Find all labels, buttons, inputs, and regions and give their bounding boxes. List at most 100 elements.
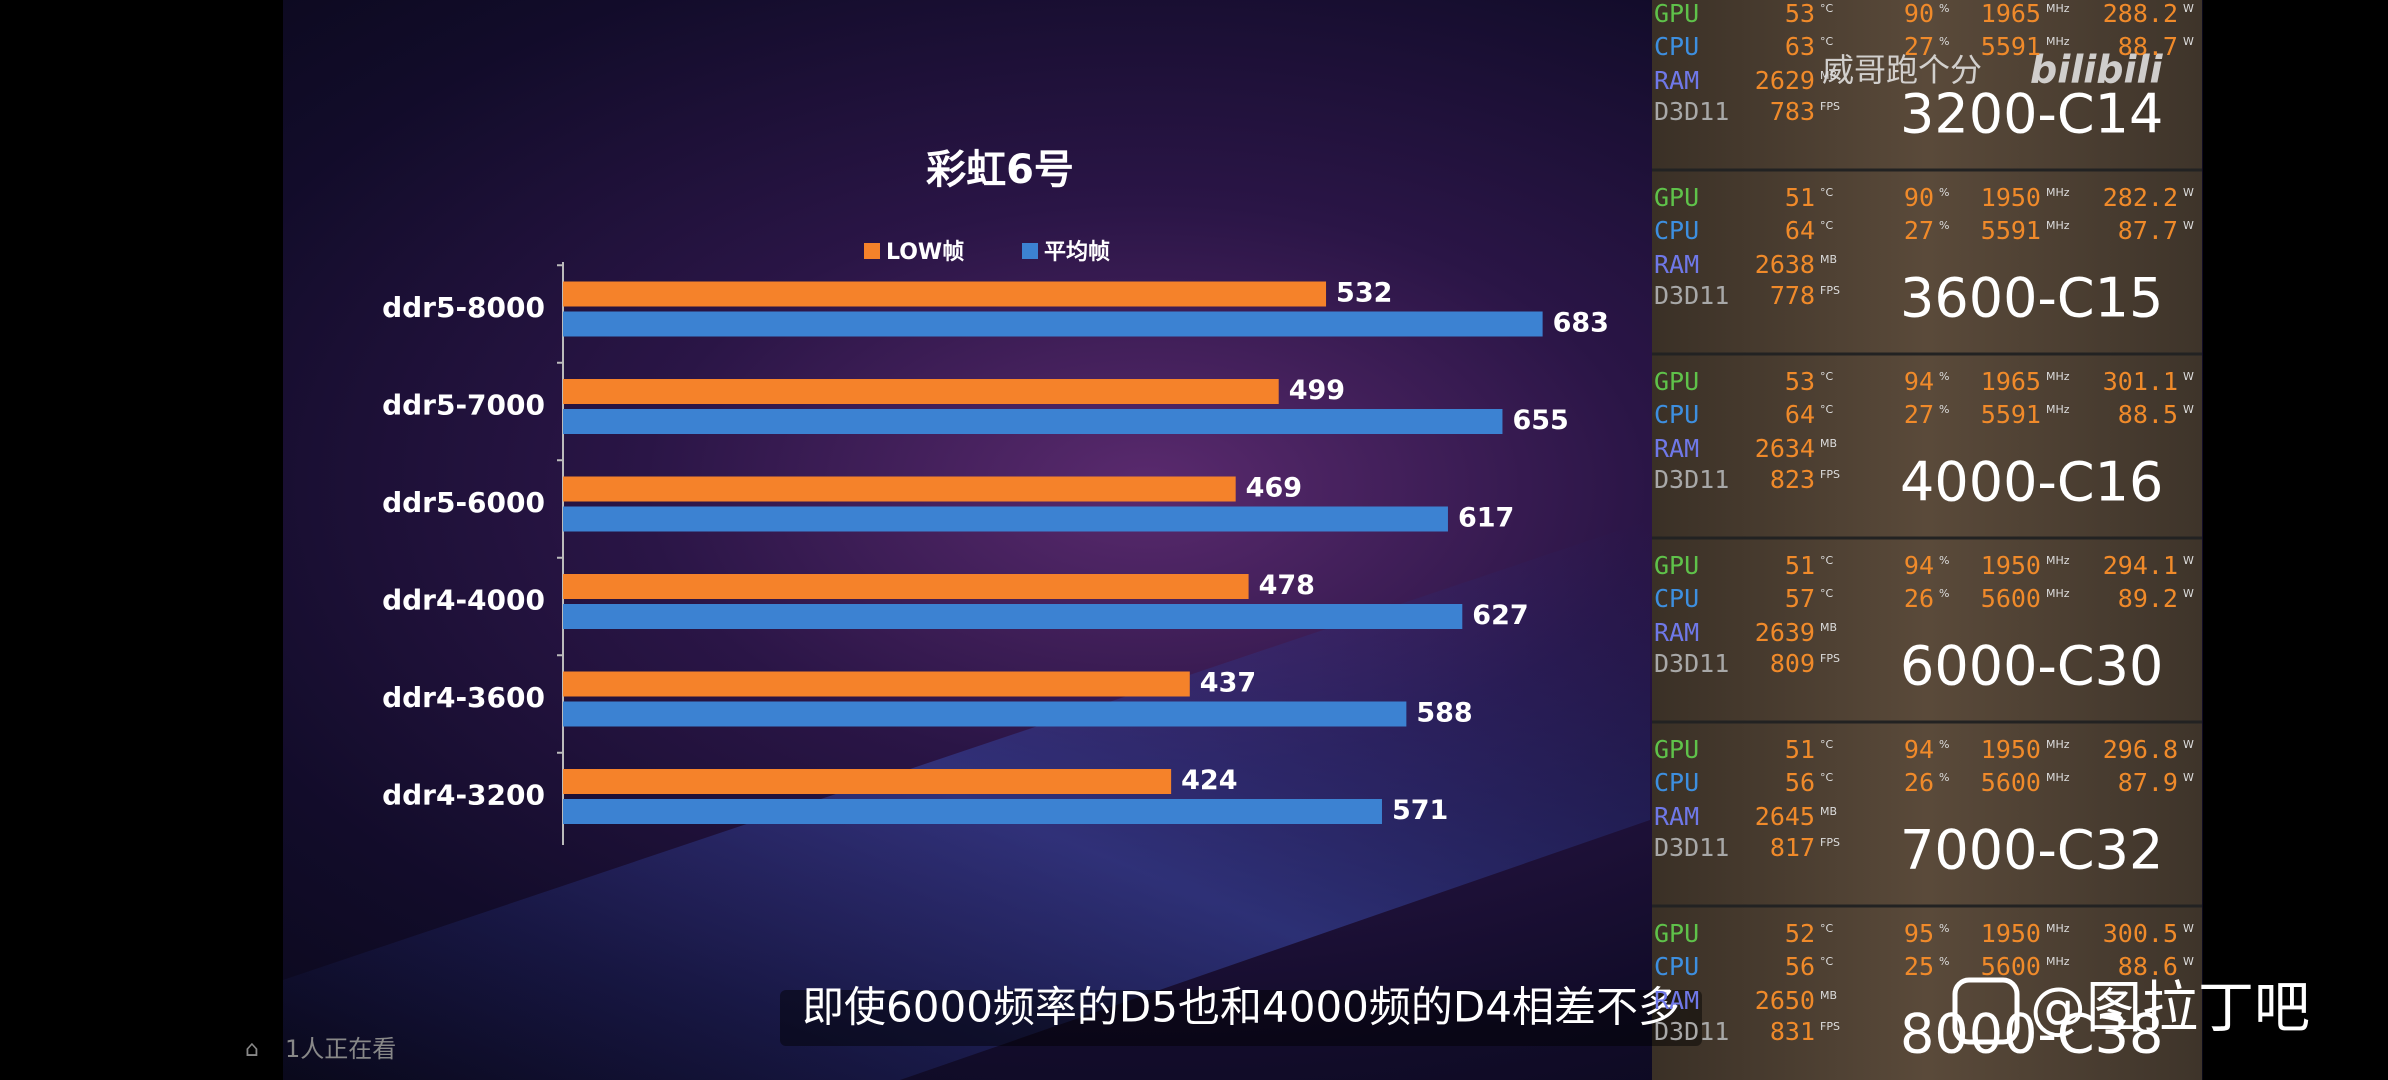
hud-value: 2645 (1755, 802, 1815, 831)
hud-unit: MHz (2046, 186, 2070, 199)
hud-value: 27 (1904, 216, 1934, 245)
overlay-panel (1652, 0, 2202, 1080)
hud-value: 27 (1904, 32, 1934, 61)
hud-unit: W (2183, 370, 2194, 383)
hud-config-label: 4000-C16 (1900, 451, 2163, 514)
hud-row-label: CPU (1654, 216, 1699, 245)
hud-unit: FPS (1820, 468, 1840, 481)
hud-value: 88.5 (2118, 400, 2178, 429)
hud-row-label: D3D11 (1654, 649, 1729, 678)
legend-swatch (1022, 243, 1038, 259)
hud-row-label: RAM (1654, 250, 1699, 279)
hud-unit: W (2183, 2, 2194, 15)
hud-row-label: RAM (1654, 802, 1699, 831)
category-label: ddr4-4000 (382, 584, 545, 617)
data-label: 617 (1458, 503, 1514, 534)
hud-unit: % (1939, 2, 1949, 15)
hud-row-label: CPU (1654, 584, 1699, 613)
hud-value: 5600 (1981, 584, 2041, 613)
hud-unit: % (1939, 738, 1949, 751)
hud-value: 301.1 (2103, 367, 2178, 396)
hud-value: 87.7 (2118, 216, 2178, 245)
hud-value: 282.2 (2103, 183, 2178, 212)
bar (563, 574, 1249, 599)
hud-value: 26 (1904, 584, 1934, 613)
hud-unit: % (1939, 922, 1949, 935)
hud-row-label: CPU (1654, 32, 1699, 61)
hud-value: 823 (1770, 465, 1815, 494)
category-label: ddr5-7000 (382, 389, 545, 422)
hud-config-label: 3200-C14 (1900, 83, 2163, 146)
hud-unit: FPS (1820, 652, 1840, 665)
hud-value: 51 (1785, 183, 1815, 212)
hud-value: 5591 (1981, 32, 2041, 61)
hud-unit: MHz (2046, 370, 2070, 383)
category-label: ddr4-3600 (382, 681, 545, 714)
subtitle-box (780, 990, 1702, 1046)
hud-value: 56 (1785, 952, 1815, 981)
hud-unit: MHz (2046, 35, 2070, 48)
bar (563, 604, 1463, 629)
legend-swatch (864, 243, 880, 259)
bar (563, 671, 1190, 697)
hud-row-label: D3D11 (1654, 281, 1729, 310)
hud-unit: FPS (1820, 100, 1840, 113)
category-label: ddr5-6000 (382, 486, 545, 519)
chart-title: 彩虹6号 (926, 147, 1074, 193)
hud-value: 294.1 (2103, 551, 2178, 580)
bar (563, 769, 1172, 794)
hud-unit: °C (1820, 2, 1834, 15)
hud-unit: °C (1820, 403, 1834, 416)
hud-row-label: GPU (1654, 367, 1699, 396)
hud-unit: °C (1820, 587, 1834, 600)
hud-unit: °C (1820, 554, 1834, 567)
hud-value: 2629 (1755, 66, 1815, 95)
hud-unit: MB (1820, 621, 1837, 634)
hud-config-label: 6000-C30 (1900, 635, 2163, 698)
hud-value: 53 (1785, 0, 1815, 28)
hud-value: 1965 (1981, 367, 2041, 396)
data-label: 683 (1553, 308, 1609, 339)
viewer-count: 1人正在看 (285, 1035, 396, 1063)
hud-unit: MHz (2046, 554, 2070, 567)
hud-unit: W (2183, 186, 2194, 199)
hud-value: 817 (1770, 833, 1815, 862)
hud-value: 63 (1785, 32, 1815, 61)
data-label: 588 (1416, 698, 1472, 729)
bar (563, 799, 1382, 824)
hud-value: 57 (1785, 584, 1815, 613)
hud-row-label: D3D11 (1654, 465, 1729, 494)
data-label: 478 (1259, 570, 1315, 601)
hud-unit: °C (1820, 219, 1834, 232)
hud-unit: MB (1820, 989, 1837, 1002)
hud-config-label: 3600-C15 (1900, 267, 2163, 330)
hud-row-label: D3D11 (1654, 97, 1729, 126)
hud-unit: % (1939, 771, 1949, 784)
hud-row-label: CPU (1654, 952, 1699, 981)
hud-value: 89.2 (2118, 584, 2178, 613)
bar (563, 379, 1279, 404)
hud-unit: % (1939, 554, 1949, 567)
hud-unit: MHz (2046, 403, 2070, 416)
hud-value: 288.2 (2103, 0, 2178, 28)
category-label: ddr5-8000 (382, 291, 545, 324)
hud-unit: °C (1820, 771, 1834, 784)
hud-unit: MHz (2046, 587, 2070, 600)
hud-value: 64 (1785, 216, 1815, 245)
hud-row-label: RAM (1654, 618, 1699, 647)
source-watermark: @图拉丁吧 (2030, 976, 2310, 1041)
hud-config-label: 7000-C32 (1900, 819, 2163, 882)
hud-value: 27 (1904, 400, 1934, 429)
hud-unit: % (1939, 186, 1949, 199)
hud-value: 88.6 (2118, 952, 2178, 981)
bar (563, 701, 1407, 727)
uploader-watermark: 威哥跑个分 (1822, 51, 1982, 89)
bar (563, 476, 1236, 502)
hud-unit: W (2183, 554, 2194, 567)
hud-value: 2650 (1755, 986, 1815, 1015)
hud-value: 25 (1904, 952, 1934, 981)
hud-unit: MHz (2046, 219, 2070, 232)
hud-unit: W (2183, 738, 2194, 751)
hud-value: 2634 (1755, 434, 1815, 463)
